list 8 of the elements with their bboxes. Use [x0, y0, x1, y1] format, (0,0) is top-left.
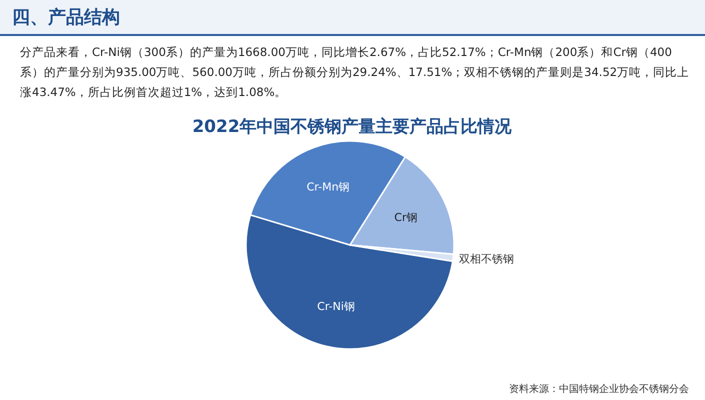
text: 四、产品结构 [12, 6, 120, 29]
text: 资料来源：中国特钢企业协会不锈钢分会 [509, 382, 689, 396]
text: 分产品来看，Cr-Ni钢（300系）的产量为1668.00万吨，同比增长2.67%，占比52.17%；Cr-Mn钢（200系）和Cr钢（400系）的产量分别为935.00万吨、560.00万吨，所占份额分别为29.24%、17.51%；双相不锈钢的产量则是34.52万吨，同比上涨43.47%，所占比例首次超过1%，达到1.08%。 [20, 44, 690, 101]
slice-label: 双相不锈钢 [459, 252, 514, 266]
slice-label: Cr-Ni钢 [317, 300, 355, 313]
chart-title: 2022年中国不锈钢产量主要产品占比情况 [192, 117, 513, 137]
slice-label: Cr-Mn钢 [306, 180, 350, 194]
slice-label: Cr钢 [394, 211, 418, 224]
